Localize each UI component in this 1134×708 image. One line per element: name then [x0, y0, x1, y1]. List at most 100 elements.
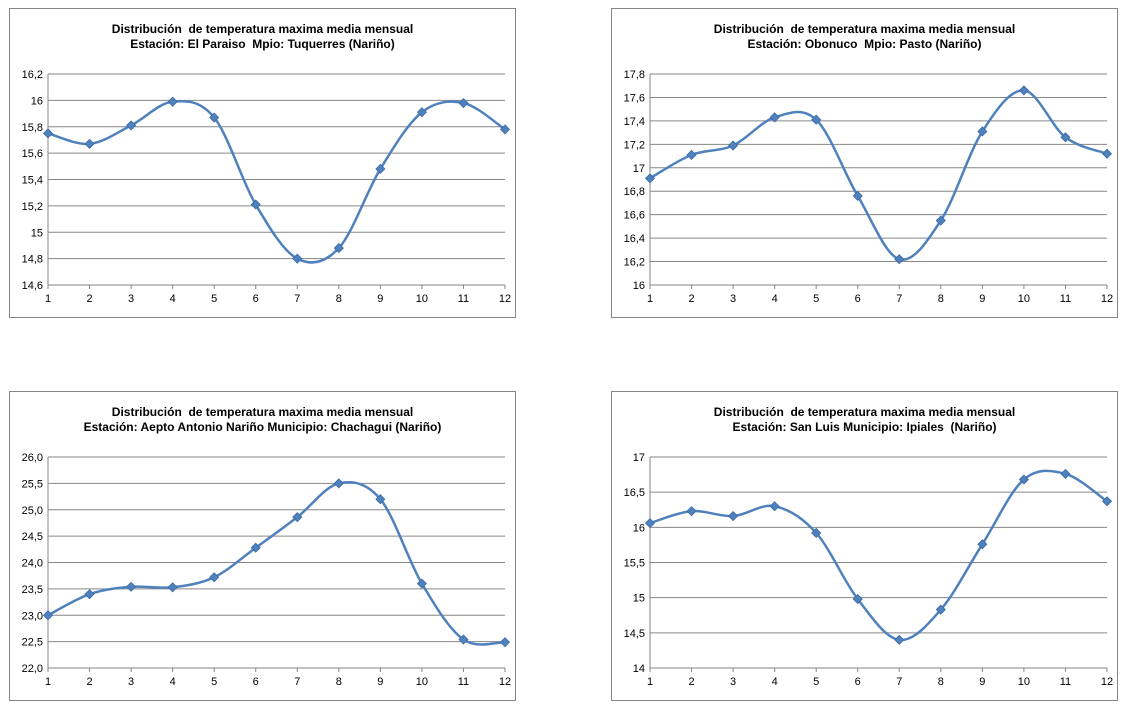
data-point: [686, 149, 697, 160]
data-point: [250, 542, 261, 553]
x-tick-label: 11: [1060, 676, 1071, 688]
y-tick-label: 14,5: [624, 628, 645, 640]
y-tick-label: 22,5: [22, 637, 43, 649]
y-tick-label: 24,0: [22, 558, 43, 570]
data-point: [209, 572, 220, 583]
data-point: [644, 518, 656, 529]
y-tick-label: 15,2: [22, 201, 43, 213]
data-point: [852, 594, 863, 605]
data-point: [977, 539, 988, 550]
y-tick-label: 25,0: [22, 505, 43, 517]
data-point: [416, 578, 427, 589]
data-point: [811, 527, 822, 539]
x-tick-label: 8: [938, 676, 944, 688]
data-point: [686, 506, 697, 517]
data-point: [644, 173, 656, 184]
data-point: [935, 215, 946, 226]
x-tick-label: 5: [211, 293, 217, 305]
y-tick-label: 16,5: [624, 487, 645, 499]
data-point: [811, 114, 822, 125]
series-line: [46, 99, 507, 264]
x-tick-label: 12: [499, 676, 511, 688]
data-point: [416, 107, 427, 118]
y-tick-label: 22,0: [22, 663, 43, 675]
data-point: [728, 511, 739, 522]
y-tick-label: 17,8: [624, 69, 645, 81]
chart-title-line2: Estación: El Paraiso Mpio: Tuquerres (Na…: [130, 37, 395, 51]
y-tick-label: 26,0: [22, 452, 43, 464]
data-point: [935, 604, 946, 615]
x-tick-label: 10: [416, 293, 428, 305]
y-tick-label: 23,5: [22, 584, 43, 596]
y-tick-label: 14,8: [22, 254, 43, 266]
chart-title: Distribución de temperatura maxima media…: [10, 405, 515, 435]
x-tick-label: 1: [647, 293, 653, 305]
chart-title-line1: Distribución de temperatura maxima media…: [111, 405, 414, 419]
x-tick-label: 6: [253, 676, 259, 688]
x-tick-label: 7: [896, 676, 902, 688]
x-tick-label: 9: [377, 293, 383, 305]
x-tick-label: 1: [647, 676, 653, 688]
x-tick-label: 9: [377, 676, 383, 688]
data-point: [1060, 468, 1071, 479]
x-tick-label: 3: [128, 293, 134, 305]
data-point: [126, 120, 137, 131]
x-tick-label: 1: [45, 293, 51, 305]
data-point: [1018, 85, 1029, 96]
x-tick-label: 10: [1018, 293, 1030, 305]
y-tick-label: 16,2: [22, 69, 43, 81]
y-tick-label: 16: [633, 280, 645, 292]
data-point: [333, 478, 344, 489]
chart-aepto-antonio-narino: Distribución de temperatura maxima media…: [9, 391, 516, 701]
chart-title-line2: Estación: San Luis Municipio: Ipiales (N…: [732, 420, 997, 434]
y-tick-label: 17,2: [624, 139, 645, 151]
x-tick-label: 2: [688, 293, 694, 305]
x-tick-label: 11: [458, 293, 469, 305]
y-tick-label: 17: [633, 452, 645, 464]
data-point: [1018, 474, 1029, 485]
data-point: [375, 494, 386, 505]
data-point: [209, 112, 220, 123]
data-point: [42, 610, 54, 621]
y-tick-label: 15: [633, 593, 645, 605]
chart-title-line1: Distribución de temperatura maxima media…: [111, 22, 414, 36]
x-tick-label: 7: [896, 293, 902, 305]
data-point: [84, 589, 95, 600]
chart-title-line1: Distribución de temperatura maxima media…: [713, 405, 1016, 419]
x-tick-label: 1: [45, 676, 51, 688]
y-tick-label: 16: [31, 95, 43, 107]
data-point: [769, 112, 780, 123]
x-tick-label: 8: [938, 293, 944, 305]
data-point: [728, 140, 739, 151]
x-tick-label: 4: [170, 293, 176, 305]
data-point: [458, 97, 469, 109]
x-tick-label: 4: [772, 676, 778, 688]
chart-title-line1: Distribución de temperatura maxima media…: [713, 22, 1016, 36]
x-tick-label: 3: [128, 676, 134, 688]
x-tick-label: 2: [688, 676, 694, 688]
chart-san-luis: Distribución de temperatura maxima media…: [611, 391, 1118, 701]
y-tick-label: 17: [633, 163, 645, 175]
x-tick-label: 4: [170, 676, 176, 688]
chart-title-line2: Estación: Obonuco Mpio: Pasto (Nariño): [747, 37, 982, 51]
data-point: [333, 243, 344, 254]
data-point: [167, 96, 178, 107]
x-tick-label: 7: [294, 676, 300, 688]
chart-title-line2: Estación: Aepto Antonio Nariño Municipio…: [83, 420, 442, 434]
y-tick-label: 17,4: [624, 116, 645, 128]
data-point: [894, 254, 905, 265]
x-tick-label: 9: [979, 676, 985, 688]
chart-title: Distribución de temperatura maxima media…: [612, 22, 1117, 52]
data-point: [375, 163, 386, 175]
series-line: [46, 480, 507, 646]
data-point: [1060, 132, 1071, 143]
data-point: [42, 128, 54, 139]
y-tick-label: 16,8: [624, 186, 645, 198]
x-tick-label: 8: [336, 293, 342, 305]
y-tick-label: 24,5: [22, 531, 43, 543]
data-point: [167, 582, 178, 593]
chart-el-paraiso: Distribución de temperatura maxima media…: [9, 8, 516, 318]
